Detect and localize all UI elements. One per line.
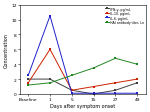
X-axis label: Days after symptom onset: Days after symptom onset [50,103,115,108]
Legend: IFN-γ, pg/mL, IL-10, pg/mL, IL-6, pg/mL, HAI antibody titer, Ln: IFN-γ, pg/mL, IL-10, pg/mL, IL-6, pg/mL,… [105,7,144,25]
Y-axis label: Concentration: Concentration [4,33,9,67]
